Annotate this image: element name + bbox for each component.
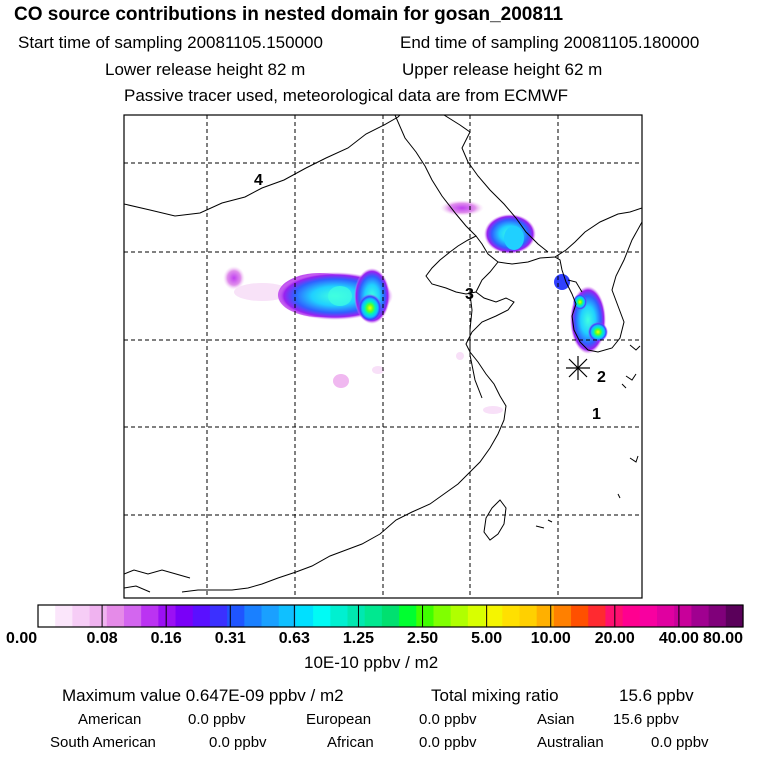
colorbar-swatch [347,605,366,627]
colorbar-swatch [106,605,125,627]
colorbar-swatch [485,605,503,627]
source-name: Australian [537,734,604,751]
colorbar-swatch [175,605,194,627]
tracer-note: Passive tracer used, meteorological data… [124,86,569,105]
colorbar-tick-label: 80.00 [703,630,743,647]
chart-title: CO source contributions in nested domain… [14,4,564,25]
colorbar-tick-label: 0.31 [215,630,246,647]
region-label-4: 4 [254,172,263,189]
source-name: American [78,711,142,728]
upper-release-height: Upper release height 62 m [402,60,603,79]
colorbar-swatch [227,605,245,627]
end-time-label: End time of sampling 20081105.180000 [400,33,700,52]
colorbar-swatch [364,605,383,627]
colorbar-swatch [588,605,607,627]
colorbar-swatch [519,605,538,627]
region-label-2: 2 [597,369,606,386]
colorbar-swatch [725,605,744,627]
colorbar-swatch [192,605,211,627]
colorbar-swatch [141,605,159,627]
region-label-3: 3 [465,286,474,303]
colorbar-swatch [278,605,297,627]
colorbar-swatch [433,605,452,627]
source-value: 0.0 ppbv [419,734,477,751]
colorbar-swatch [639,605,658,627]
colorbar-tick-labels: 0.00 0.08 0.16 0.31 0.63 1.25 2.50 5.00 10.00 20.… [6,605,744,647]
colorbar-swatch [536,605,555,627]
concentration-field [223,200,608,414]
colorbar-swatch [657,605,675,627]
colorbar-tick-label: 2.50 [407,630,438,647]
source-value: 0.0 ppbv [188,711,246,728]
start-time-label: Start time of sampling 20081105.150000 [18,33,323,52]
map-frame [123,114,643,599]
colorbar-swatch [330,605,349,627]
colorbar-swatch [450,605,469,627]
colorbar-swatch [691,605,710,627]
colorbar-tick-label: 0.63 [279,630,310,647]
colorbar-swatch [553,605,572,627]
star-icon [566,356,590,380]
source-value: 0.0 ppbv [209,734,267,751]
source-value: 0.0 ppbv [419,711,477,728]
region-label-1: 1 [592,406,601,423]
colorbar-swatch [399,605,417,627]
colorbar-tick-label: 20.00 [595,630,635,647]
colorbar-swatches [38,605,744,627]
colorbar-swatch [571,605,589,627]
colorbar-swatch [209,605,228,627]
colorbar-tick-label: 1.25 [343,630,374,647]
maximum-value: Maximum value 0.647E-09 ppbv / m2 [62,686,344,705]
source-name: African [327,734,374,751]
colorbar-swatch [123,605,142,627]
total-mixing-value: 15.6 ppbv [619,686,694,705]
colorbar-swatch [72,605,91,627]
colorbar-swatch [244,605,263,627]
source-name: European [306,711,372,728]
colorbar-swatch [467,605,486,627]
colorbar-tick-label: 10.00 [531,630,571,647]
coastlines [124,115,642,593]
source-name: South American [50,734,156,751]
colorbar-swatch [313,605,331,627]
colorbar-swatch [502,605,521,627]
colorbar-swatch [55,605,73,627]
colorbar-swatch [295,605,314,627]
source-value: 0.0 ppbv [651,734,709,751]
lat-lon-grid [124,115,642,598]
lower-release-height: Lower release height 82 m [105,60,306,79]
colorbar-tick-label: 0.08 [87,630,118,647]
colorbar-tick-label: 5.00 [471,630,502,647]
colorbar-tick-label: 0.00 [6,630,37,647]
colorbar-units: 10E-10 ppbv / m2 [304,653,439,672]
colorbar-swatch [416,605,435,627]
total-mixing-label: Total mixing ratio [431,686,559,705]
colorbar-swatch [261,605,280,627]
colorbar-swatch [381,605,400,627]
source-name: Asian [537,711,575,728]
colorbar-swatch [674,605,693,627]
source-value: 15.6 ppbv [613,711,679,728]
colorbar-swatch [708,605,727,627]
colorbar-swatch [89,605,108,627]
colorbar-tick-label: 0.16 [151,630,182,647]
colorbar-swatch [158,605,177,627]
colorbar-swatch [38,605,56,627]
colorbar-swatch [622,605,641,627]
colorbar-tick-label: 40.00 [659,630,699,647]
